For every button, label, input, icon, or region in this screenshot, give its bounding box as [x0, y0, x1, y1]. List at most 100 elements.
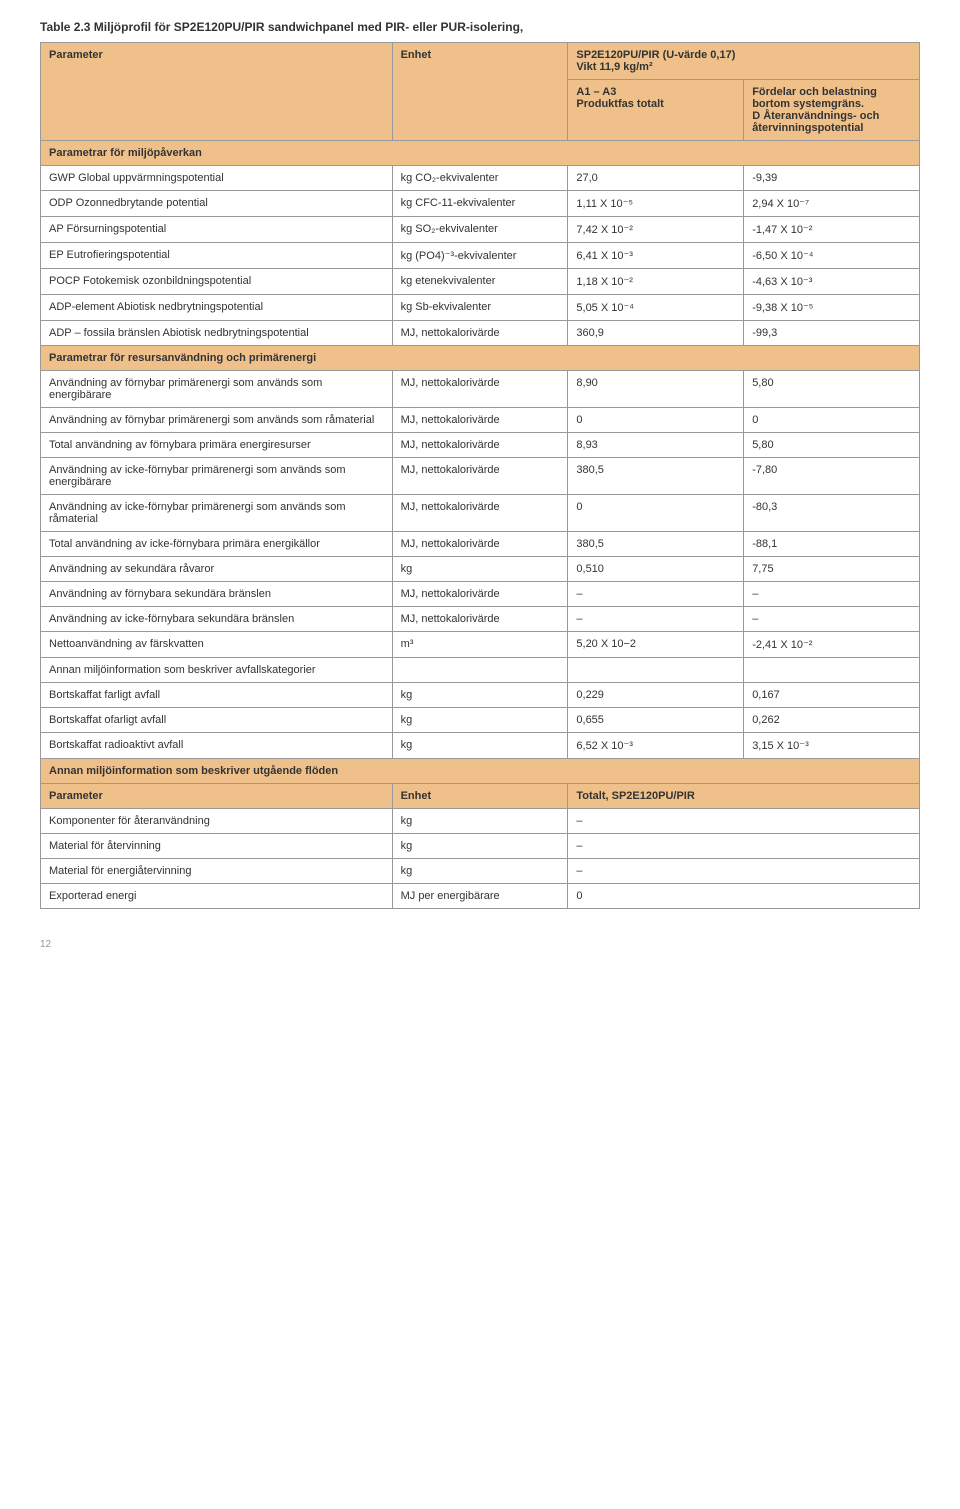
row-label: Användning av icke-förnybar primärenergi…	[41, 495, 393, 532]
row-label: Användning av icke-förnybara sekundära b…	[41, 607, 393, 632]
row-val-d: -7,80	[744, 458, 920, 495]
row-label: Bortskaffat farligt avfall	[41, 683, 393, 708]
row-label: Bortskaffat radioaktivt avfall	[41, 733, 393, 759]
row-val-d: -9,38 X 10⁻⁵	[744, 295, 920, 321]
table-row: Användning av förnybar primärenergi som …	[41, 408, 920, 433]
col-d: Fördelar och belastning bortom systemgrä…	[744, 80, 920, 141]
row-val-d: -4,63 X 10⁻³	[744, 269, 920, 295]
section-heading: Annan miljöinformation som beskriver avf…	[41, 658, 393, 683]
row-val-a: 0,655	[568, 708, 744, 733]
table-row: Total användning av förnybara primära en…	[41, 433, 920, 458]
row-val-total: 0	[568, 884, 920, 909]
outflow-row: Material för återvinningkg–	[41, 834, 920, 859]
row-label: Användning av förnybar primärenergi som …	[41, 371, 393, 408]
table-row: Användning av icke-förnybara sekundära b…	[41, 607, 920, 632]
row-val-d: -1,47 X 10⁻²	[744, 217, 920, 243]
row-unit: MJ, nettokalorivärde	[392, 532, 568, 557]
table-row: Bortskaffat farligt avfallkg0,2290,167	[41, 683, 920, 708]
row-val-a: 360,9	[568, 321, 744, 346]
row-label: GWP Global uppvärmningspotential	[41, 166, 393, 191]
table-row: AP Försurningspotentialkg SO₂-ekvivalent…	[41, 217, 920, 243]
outflow-subhead-row: ParameterEnhetTotalt, SP2E120PU/PIR	[41, 784, 920, 809]
row-val-a: 6,41 X 10⁻³	[568, 243, 744, 269]
row-label: AP Försurningspotential	[41, 217, 393, 243]
epd-table: Parameter Enhet SP2E120PU/PIR (U-värde 0…	[40, 42, 920, 909]
row-val-a: 5,05 X 10⁻⁴	[568, 295, 744, 321]
row-label: Total användning av icke-förnybara primä…	[41, 532, 393, 557]
outflow-heading: Annan miljöinformation som beskriver utg…	[41, 759, 920, 784]
table-row: ADP-element Abiotisk nedbrytningspotenti…	[41, 295, 920, 321]
row-val-a: –	[568, 582, 744, 607]
row-val-a: 0,510	[568, 557, 744, 582]
row-val-a: 8,90	[568, 371, 744, 408]
row-unit: MJ, nettokalorivärde	[392, 607, 568, 632]
row-label: ADP – fossila bränslen Abiotisk nedbrytn…	[41, 321, 393, 346]
row-val-d: -9,39	[744, 166, 920, 191]
row-label: Nettoanvändning av färskvatten	[41, 632, 393, 658]
row-unit: kg CFC-11-ekvivalenter	[392, 191, 568, 217]
table-row: Användning av icke-förnybar primärenergi…	[41, 495, 920, 532]
col-product-top: SP2E120PU/PIR (U-värde 0,17) Vikt 11,9 k…	[568, 43, 920, 80]
table-row: GWP Global uppvärmningspotentialkg CO₂-e…	[41, 166, 920, 191]
col-unit: Enhet	[392, 43, 568, 141]
row-val-a: 27,0	[568, 166, 744, 191]
row-unit: MJ per energibärare	[392, 884, 568, 909]
row-val-a: 0	[568, 495, 744, 532]
row-val-a: 380,5	[568, 532, 744, 557]
row-label: Komponenter för återanvändning	[41, 809, 393, 834]
row-val-a: 1,11 X 10⁻⁵	[568, 191, 744, 217]
row-unit: MJ, nettokalorivärde	[392, 458, 568, 495]
table-row: ODP Ozonnedbrytande potentialkg CFC-11-e…	[41, 191, 920, 217]
row-val-d: –	[744, 607, 920, 632]
row-unit: kg etenekvivalenter	[392, 269, 568, 295]
table-row: Användning av sekundära råvarorkg0,5107,…	[41, 557, 920, 582]
outflow-col-unit: Enhet	[392, 784, 568, 809]
table-row: Total användning av icke-förnybara primä…	[41, 532, 920, 557]
table-body: Parametrar för miljöpåverkanGWP Global u…	[41, 141, 920, 909]
row-unit: MJ, nettokalorivärde	[392, 321, 568, 346]
row-val-a: 8,93	[568, 433, 744, 458]
row-unit: MJ, nettokalorivärde	[392, 582, 568, 607]
row-unit: kg	[392, 557, 568, 582]
row-unit: kg	[392, 834, 568, 859]
row-unit: kg CO₂-ekvivalenter	[392, 166, 568, 191]
row-label: Total användning av förnybara primära en…	[41, 433, 393, 458]
row-val-a: 1,18 X 10⁻²	[568, 269, 744, 295]
table-row: Nettoanvändning av färskvattenm³5,20 X 1…	[41, 632, 920, 658]
row-val-d: 0,262	[744, 708, 920, 733]
row-val-a: 0	[568, 408, 744, 433]
row-unit: kg	[392, 733, 568, 759]
row-val-d: -6,50 X 10⁻⁴	[744, 243, 920, 269]
outflow-row: Komponenter för återanvändningkg–	[41, 809, 920, 834]
row-val-total: –	[568, 809, 920, 834]
row-val-d: -88,1	[744, 532, 920, 557]
row-val-d: 7,75	[744, 557, 920, 582]
row-unit: m³	[392, 632, 568, 658]
row-label: Användning av icke-förnybar primärenergi…	[41, 458, 393, 495]
row-unit: kg	[392, 683, 568, 708]
section-heading: Parametrar för miljöpåverkan	[41, 141, 920, 166]
row-unit: kg Sb-ekvivalenter	[392, 295, 568, 321]
row-unit: MJ, nettokalorivärde	[392, 371, 568, 408]
row-label: Användning av förnybara sekundära bränsl…	[41, 582, 393, 607]
col-a1a3: A1 – A3 Produktfas totalt	[568, 80, 744, 141]
row-val-a: 6,52 X 10⁻³	[568, 733, 744, 759]
row-label: Användning av sekundära råvaror	[41, 557, 393, 582]
row-val-d: -80,3	[744, 495, 920, 532]
row-val-a: –	[568, 607, 744, 632]
row-unit: kg SO₂-ekvivalenter	[392, 217, 568, 243]
section-heading-row: Annan miljöinformation som beskriver avf…	[41, 658, 920, 683]
row-val-d: -2,41 X 10⁻²	[744, 632, 920, 658]
row-val-a: 5,20 X 10−2	[568, 632, 744, 658]
table-head: Parameter Enhet SP2E120PU/PIR (U-värde 0…	[41, 43, 920, 141]
row-unit: kg	[392, 809, 568, 834]
outflow-heading-row: Annan miljöinformation som beskriver utg…	[41, 759, 920, 784]
outflow-row: Material för energiåtervinningkg–	[41, 859, 920, 884]
row-label: EP Eutrofieringspotential	[41, 243, 393, 269]
row-unit: kg	[392, 708, 568, 733]
table-row: Bortskaffat radioaktivt avfallkg6,52 X 1…	[41, 733, 920, 759]
row-val-d: 0,167	[744, 683, 920, 708]
row-val-d: 3,15 X 10⁻³	[744, 733, 920, 759]
row-unit: MJ, nettokalorivärde	[392, 408, 568, 433]
cell-empty	[744, 658, 920, 683]
